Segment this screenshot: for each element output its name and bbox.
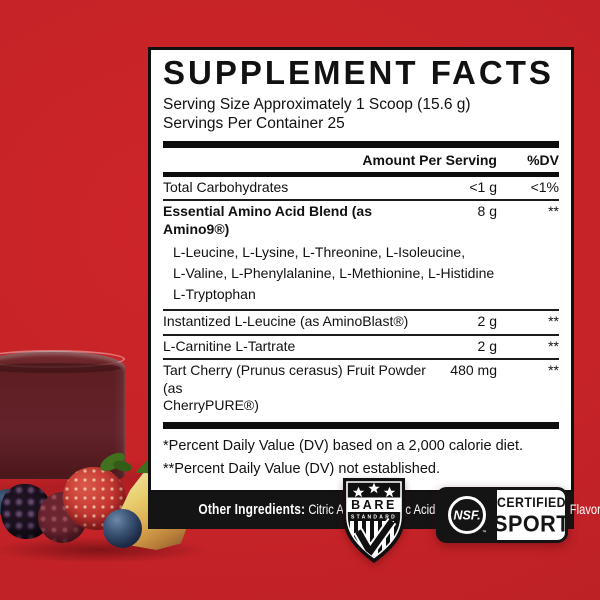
divider-thick: [163, 421, 559, 429]
nutrient-name: Essential Amino Acid Blend (as Amino9®): [163, 203, 373, 237]
nsf-ring-icon: [448, 496, 486, 534]
table-row: Instantized L-Leucine (as AminoBlast®) 2…: [163, 311, 559, 334]
nsf-black-panel: [437, 488, 497, 542]
panel-title: SUPPLEMENT FACTS: [163, 54, 554, 91]
nutrient-amount: <1 g: [469, 178, 497, 195]
nutrient-dv: **: [548, 337, 559, 354]
nutrient-name-line1: Tart Cherry (Prunus cerasus) Fruit Powde…: [163, 362, 426, 396]
row-divider: [163, 358, 559, 361]
nutrient-dv: **: [548, 362, 559, 379]
nsf-wordmark: NSF.: [453, 509, 480, 523]
table-row: Tart Cherry (Prunus cerasus) Fruit Powde…: [163, 360, 559, 418]
serving-size-text: Serving Size Approximately 1 Scoop (15.6…: [163, 95, 471, 113]
amount-per-serving-header: Amount Per Serving: [362, 151, 497, 168]
nsf-certified-sport-badge: NSF. ™ CERTIFIED SPORT: [436, 487, 568, 543]
sub-ingredient-line: L-Tryptophan: [173, 286, 256, 303]
certified-wordmark: CERTIFIED: [497, 494, 566, 510]
table-header-row: Amount Per Serving %DV: [163, 148, 559, 172]
amino-acid-sub-list: L-Leucine, L-Lysine, L-Threonine, L-Isol…: [163, 241, 559, 309]
nutrient-name: Total Carbohydrates: [163, 178, 289, 195]
table-row: Essential Amino Acid Blend (as Amino9®) …: [163, 201, 559, 241]
bare-wordmark: BARE: [351, 498, 397, 512]
divider-medium: [163, 171, 559, 177]
dv-header: %DV: [527, 151, 559, 168]
supplement-facts-panel: SUPPLEMENT FACTS Serving Size Approximat…: [148, 47, 574, 494]
sub-ingredient-line: L-Leucine, L-Lysine, L-Threonine, L-Isol…: [173, 244, 466, 261]
nutrient-dv: **: [548, 313, 559, 330]
nutrient-name: Instantized L-Leucine (as AminoBlast®): [163, 313, 409, 330]
nutrient-amount: 8 g: [477, 203, 497, 220]
nutrient-amount: 2 g: [477, 313, 497, 330]
nutrient-amount: 2 g: [477, 337, 497, 354]
servings-per-container-text: Servings Per Container 25: [163, 115, 345, 133]
nutrient-dv: **: [548, 203, 559, 220]
nsf-tm-mark: ™: [482, 530, 487, 535]
nutrient-name-line2: CherryPURE®): [163, 397, 259, 414]
row-divider: [163, 199, 559, 202]
supplement-facts-label: SUPPLEMENT FACTS Serving Size Approximat…: [148, 47, 600, 530]
standard-wordmark: STANDARD: [351, 515, 397, 521]
table-row: L-Carnitine L-Tartrate 2 g **: [163, 336, 559, 359]
dv-footnote: *Percent Daily Value (DV) based on a 2,0…: [163, 437, 524, 454]
divider-thick: [163, 140, 559, 148]
sub-ingredient-line: L-Valine, L-Phenylalanine, L-Methionine,…: [173, 265, 495, 282]
star-icon: [352, 482, 396, 498]
not-established-footnote: **Percent Daily Value (DV) not establish…: [163, 460, 440, 477]
nutrient-amount: 480 mg: [450, 362, 497, 379]
sport-wordmark: SPORT: [493, 511, 568, 537]
nutrient-name: L-Carnitine L-Tartrate: [163, 337, 296, 354]
other-ingredients-label: Other Ingredients:: [198, 501, 306, 519]
nutrient-name: Tart Cherry (Prunus cerasus) Fruit Powde…: [163, 362, 427, 415]
blueberry-front-image: [103, 509, 142, 548]
nutrient-dv: <1%: [530, 178, 559, 195]
table-row: Total Carbohydrates <1 g <1%: [163, 177, 559, 200]
row-divider: [163, 333, 559, 336]
row-divider: [163, 309, 559, 312]
header-spacer: [163, 152, 362, 168]
bare-standard-badge: BARE STANDARD: [343, 478, 405, 563]
juice-glass-image: [0, 350, 125, 479]
